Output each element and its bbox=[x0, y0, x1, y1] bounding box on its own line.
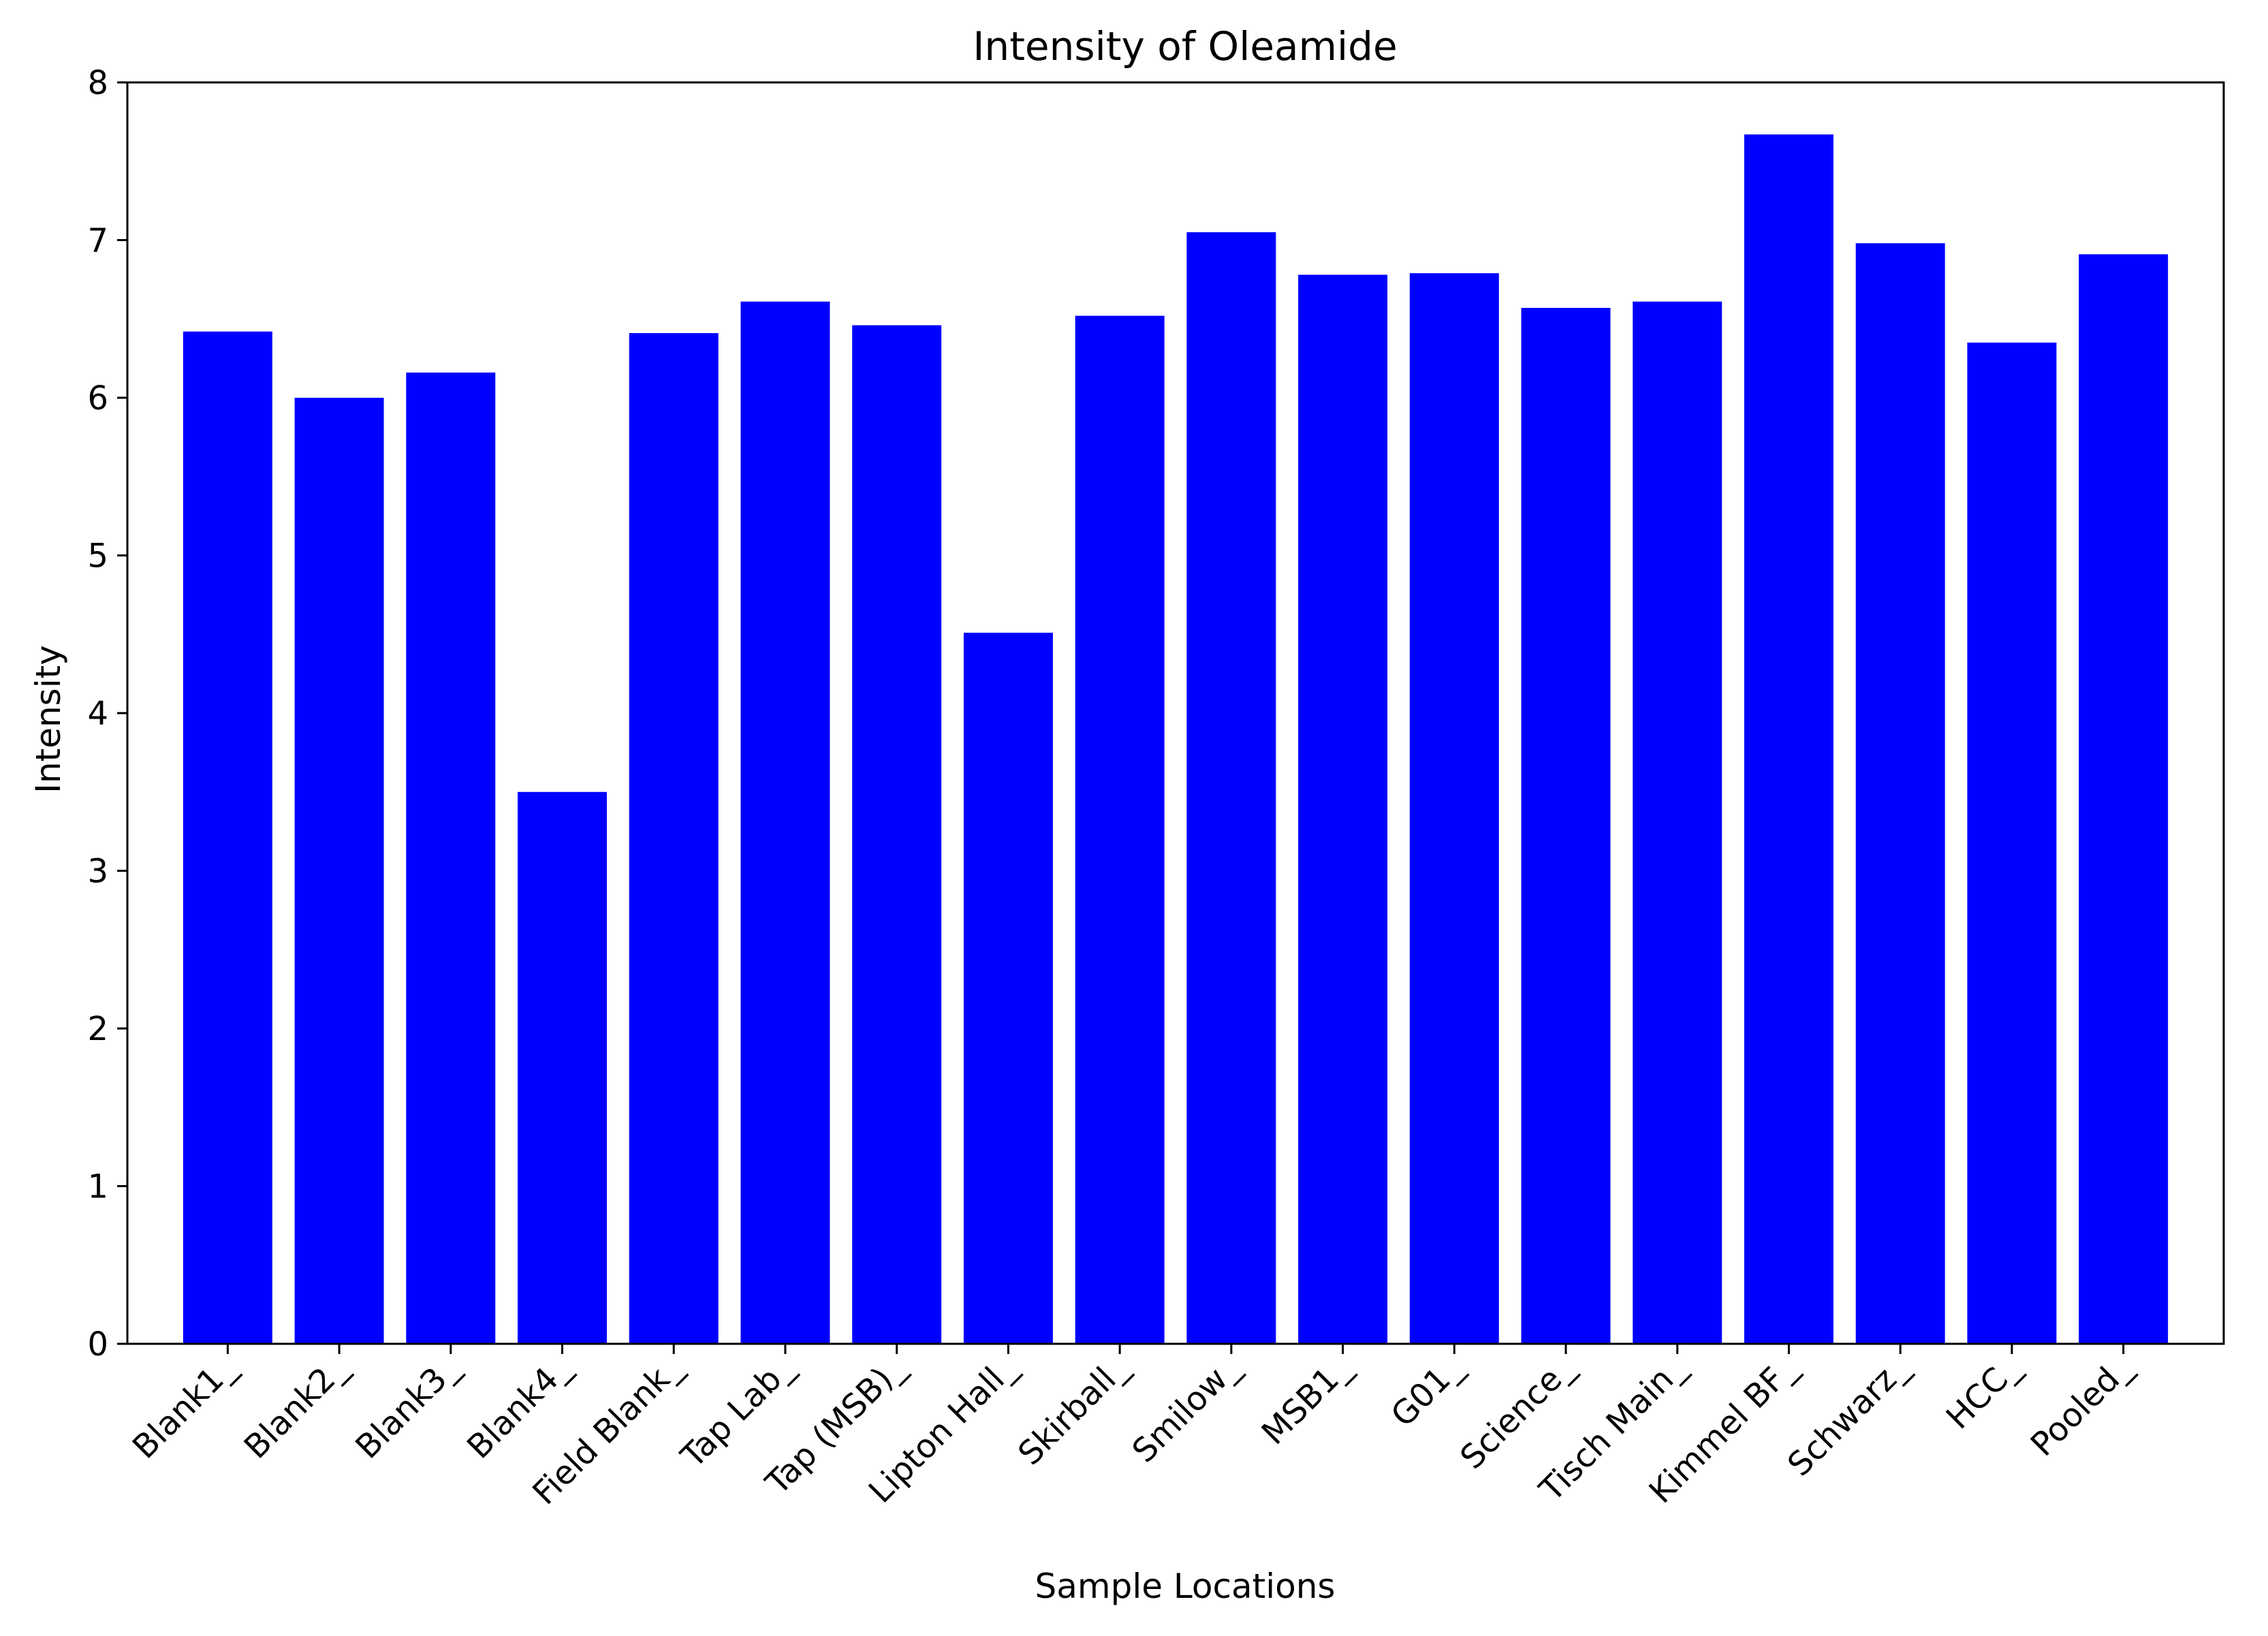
bar bbox=[963, 632, 1053, 1344]
x-tick-label: Blank4_ bbox=[460, 1348, 578, 1466]
y-tick-label: 0 bbox=[87, 1325, 108, 1364]
bars-group bbox=[183, 134, 2169, 1344]
y-tick-label: 5 bbox=[87, 537, 108, 576]
y-tick-label: 6 bbox=[87, 379, 108, 418]
x-tick-label: Pooled_ bbox=[2023, 1348, 2139, 1464]
bar bbox=[1744, 134, 1833, 1344]
bar bbox=[1855, 243, 1945, 1344]
y-axis-ticks: 0 1 2 3 4 5 6 7 8 bbox=[87, 64, 127, 1364]
x-tick-label: G01_ bbox=[1384, 1348, 1470, 1434]
x-tick-label: Blank1_ bbox=[125, 1348, 244, 1466]
bar bbox=[629, 333, 719, 1344]
bar bbox=[518, 791, 608, 1344]
bar bbox=[1298, 274, 1388, 1344]
bar bbox=[1521, 308, 1611, 1344]
x-tick-label: MSB1_ bbox=[1255, 1348, 1359, 1452]
y-tick-label: 4 bbox=[87, 695, 108, 733]
x-tick-label: Schwarz_ bbox=[1780, 1348, 1916, 1483]
y-tick-label: 7 bbox=[87, 222, 108, 260]
bar bbox=[740, 301, 830, 1344]
bar bbox=[1075, 315, 1165, 1344]
bar bbox=[183, 331, 272, 1344]
plot-frame bbox=[126, 81, 2225, 1345]
bar bbox=[852, 325, 942, 1344]
chart-title: Intensity of Oleamide bbox=[973, 23, 1397, 69]
x-tick-label: Blank3_ bbox=[348, 1348, 467, 1466]
y-tick-label: 3 bbox=[87, 853, 108, 891]
x-tick-label: HCC_ bbox=[1939, 1348, 2028, 1436]
x-tick-label: Smilow_ bbox=[1125, 1348, 1247, 1470]
bar bbox=[1186, 232, 1276, 1344]
bar bbox=[294, 398, 384, 1344]
bar bbox=[1409, 273, 1499, 1344]
x-tick-label: Blank2_ bbox=[237, 1348, 356, 1466]
y-tick-label: 1 bbox=[87, 1168, 108, 1206]
y-tick-label: 8 bbox=[87, 64, 108, 102]
x-tick-label: Skirball_ bbox=[1011, 1348, 1135, 1473]
y-tick-label: 2 bbox=[87, 1010, 108, 1048]
y-axis-label: Intensity bbox=[29, 645, 68, 793]
bar bbox=[1633, 301, 1722, 1344]
bar bbox=[1967, 342, 2057, 1344]
bar bbox=[406, 372, 496, 1344]
bar bbox=[2079, 254, 2169, 1344]
x-axis-label: Sample Locations bbox=[1035, 1567, 1336, 1606]
x-axis-ticks: Blank1_Blank2_Blank3_Blank4_Field Blank_… bbox=[125, 1344, 2139, 1512]
